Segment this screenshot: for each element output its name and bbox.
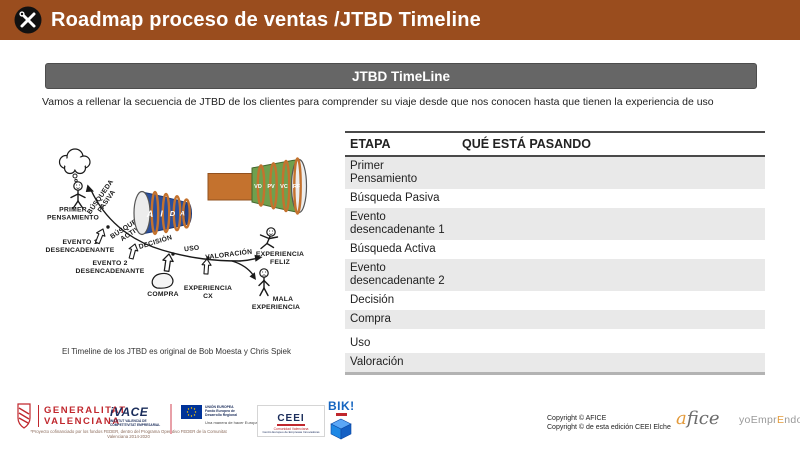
page-title: Roadmap proceso de ventas /JTBD Timeline xyxy=(51,8,481,31)
svg-text:VD: VD xyxy=(254,184,262,190)
cell-value xyxy=(457,157,765,189)
cell-etapa: Decisión xyxy=(350,294,395,306)
eu-logo: UNIÓN EUROPEA Fondo Europeo de Desarroll… xyxy=(181,405,258,425)
gv-line1: GENERALITAT xyxy=(44,405,127,416)
label-experiencia-feliz: EXPERIENCIA xyxy=(256,251,304,258)
footer-divider xyxy=(170,404,172,434)
happy-person-icon xyxy=(259,227,279,250)
table-header-row: ETAPA QUÉ ESTÁ PASANDO xyxy=(345,131,765,157)
svg-text:EXPERIENCIA: EXPERIENCIA xyxy=(252,304,300,311)
svg-text:DESENCADENANTE: DESENCADENANTE xyxy=(46,247,115,254)
ivace-logo: iVACE INSTITUT VALENCIÀ DE COMPETITIVITA… xyxy=(110,405,161,427)
svg-text:CX: CX xyxy=(203,293,213,300)
svg-text:DESENCADENANTE: DESENCADENANTE xyxy=(76,268,145,275)
label-evento-2: EVENTO 2 xyxy=(92,260,127,267)
table-row: Búsqueda Activa xyxy=(345,240,765,259)
table-row: Compra xyxy=(345,310,765,329)
aida-funnel: A I D A xyxy=(133,190,192,236)
jtbd-timeline-diagram: PRIMER PENSAMIENTO BÚSQUEDA PASIVA BÚSQU… xyxy=(46,148,308,311)
afice-logo: afice xyxy=(676,408,720,429)
cell-value xyxy=(457,259,765,291)
label-experiencia-cx: EXPERIENCIA xyxy=(184,285,232,292)
tools-icon xyxy=(14,6,42,34)
label-uso: USO xyxy=(184,245,200,254)
cell-etapa: Compra xyxy=(350,313,391,325)
svg-text:A: A xyxy=(146,209,154,219)
svg-text:I: I xyxy=(160,209,163,219)
label-busqueda-pasiva: BÚSQUEDA PASIVA xyxy=(85,177,117,215)
header-bar: Roadmap proceso de ventas /JTBD Timeline xyxy=(0,0,800,40)
bik-cube-icon xyxy=(330,418,352,440)
gv-emblem-icon xyxy=(17,403,31,429)
bik-logo: BIK! xyxy=(328,399,355,445)
bik-red-bar xyxy=(335,413,347,416)
svg-text:VC: VC xyxy=(280,184,288,190)
label-mala-experiencia: MALA xyxy=(273,296,293,303)
cell-etapa: Primer Pensamiento xyxy=(350,160,418,185)
cell-etapa: Evento desencadenante 2 xyxy=(350,262,445,287)
cell-etapa: Valoración xyxy=(350,356,404,368)
table-row: Valoración xyxy=(345,353,765,375)
timeline-curve xyxy=(85,184,263,280)
svg-text:A: A xyxy=(179,211,185,218)
cell-etapa: Evento desencadenante 1 xyxy=(350,211,445,236)
svg-text:RF: RF xyxy=(293,184,301,190)
label-valoracion: VALORACIÓN xyxy=(205,247,253,262)
thought-cloud-icon xyxy=(58,148,91,183)
ceei-logo: CEEI Comunidad Valenciana Centro Europeo… xyxy=(257,405,325,437)
cell-value xyxy=(457,310,765,329)
col-header-etapa: ETAPA xyxy=(350,137,391,151)
svg-text:D: D xyxy=(170,209,176,218)
table-row: Búsqueda Pasiva xyxy=(345,189,765,208)
sad-person-icon xyxy=(258,268,270,297)
generalitat-valenciana-logo: GENERALITAT VALENCIANA xyxy=(15,402,127,430)
table-row: Evento desencadenante 2 xyxy=(345,259,765,291)
table-row: Evento desencadenante 1 xyxy=(345,208,765,240)
table-row: Decisión xyxy=(345,291,765,310)
diagram-caption: El Timeline de los JTBD es original de B… xyxy=(62,347,291,356)
cell-value xyxy=(457,240,765,259)
cell-value xyxy=(457,291,765,310)
cell-value xyxy=(457,353,765,372)
section-title-bar: JTBD TimeLine xyxy=(45,63,757,89)
copyright-text: Copyright © AFICE Copyright © de esta ed… xyxy=(547,415,671,431)
svg-text:PENSAMIENTO: PENSAMIENTO xyxy=(47,215,99,222)
label-primer-pensamiento: PRIMER xyxy=(59,207,87,214)
svg-text:PV: PV xyxy=(267,184,275,190)
cell-etapa: Búsqueda Pasiva xyxy=(350,192,440,204)
yoemprendo-logo: yoEmprEndo xyxy=(739,414,800,426)
section-title: JTBD TimeLine xyxy=(351,68,451,84)
cell-value xyxy=(457,334,765,353)
col-header-que-esta-pasando: QUÉ ESTÁ PASANDO xyxy=(462,137,591,151)
person-thinking-icon xyxy=(70,181,86,210)
label-compra: COMPRA xyxy=(147,291,178,298)
gv-line2: VALENCIANA xyxy=(44,416,121,427)
eu-flag-icon xyxy=(181,405,202,419)
intro-text: Vamos a rellenar la secuencia de JTBD de… xyxy=(42,96,714,108)
feder-disclaimer: *Proyecto cofinanciado por los fondos FE… xyxy=(30,429,227,439)
cell-value xyxy=(457,189,765,208)
trigger-arrows xyxy=(94,228,212,275)
etapa-table: ETAPA QUÉ ESTÁ PASANDO Primer Pensamient… xyxy=(345,131,765,375)
cell-value xyxy=(457,208,765,240)
jtbd-funnel: VD PV VC RF xyxy=(207,157,308,215)
table-row: Primer Pensamiento xyxy=(345,157,765,189)
cell-etapa: Búsqueda Activa xyxy=(350,243,436,255)
money-bag-icon xyxy=(151,272,174,289)
svg-text:FELIZ: FELIZ xyxy=(270,259,290,266)
label-evento-1: EVENTO 1 xyxy=(62,239,97,246)
table-row: Uso xyxy=(345,334,765,353)
cell-etapa: Uso xyxy=(350,337,371,349)
